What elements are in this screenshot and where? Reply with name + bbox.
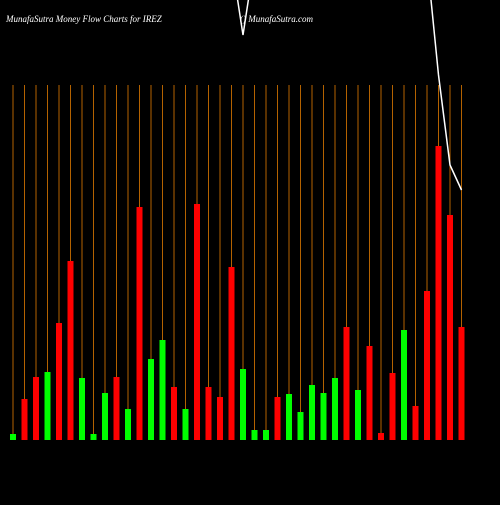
bar	[125, 409, 131, 440]
bar	[401, 330, 407, 440]
bar	[378, 433, 384, 440]
bar	[251, 430, 258, 440]
bar	[228, 267, 235, 440]
bar	[458, 327, 465, 440]
bar	[182, 409, 189, 440]
bar	[148, 359, 154, 440]
bar	[240, 369, 246, 440]
bar	[67, 261, 74, 440]
bar	[447, 215, 453, 440]
bar	[56, 323, 62, 440]
bar	[217, 397, 223, 440]
bar	[424, 291, 430, 440]
bar	[79, 378, 85, 440]
bar	[320, 393, 327, 440]
bar	[274, 397, 281, 440]
bar	[113, 377, 120, 440]
bar	[263, 430, 269, 440]
bar	[159, 340, 166, 440]
bar	[366, 346, 373, 440]
bar	[90, 434, 97, 440]
bar	[297, 412, 304, 440]
bar	[194, 204, 200, 440]
bar	[33, 377, 39, 440]
bar	[205, 387, 212, 440]
bar	[435, 146, 442, 440]
bar	[355, 390, 361, 440]
bar	[389, 373, 396, 440]
money-flow-line	[430, 0, 463, 191]
bar	[309, 385, 315, 440]
bar	[136, 207, 143, 440]
bar	[286, 394, 292, 440]
bar	[332, 378, 338, 440]
money-flow-line	[236, 0, 250, 36]
bar	[343, 327, 350, 440]
bar	[10, 434, 16, 440]
bar	[102, 393, 108, 440]
bar	[171, 387, 177, 440]
bar	[44, 372, 51, 440]
bar	[21, 399, 28, 440]
bar	[412, 406, 419, 440]
chart-subtitle: () MunafaSutra.com	[240, 14, 313, 24]
chart-title: MunafaSutra Money Flow Charts for IREZ	[5, 14, 163, 24]
